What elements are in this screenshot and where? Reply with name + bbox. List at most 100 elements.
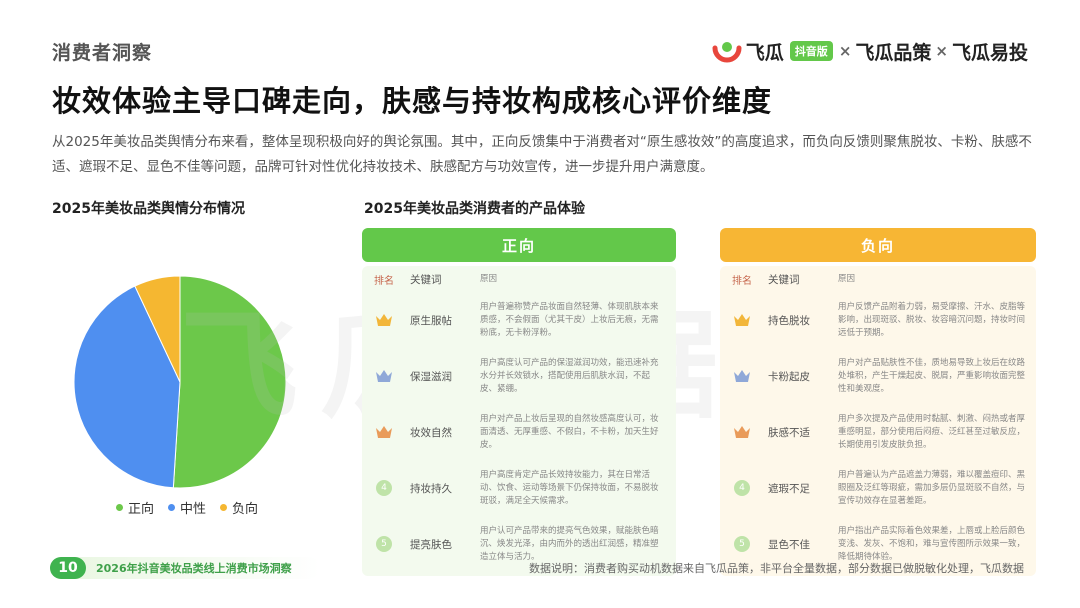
brand-name-pince: 飞瓜品策 xyxy=(855,41,932,64)
col-rank: 排名 xyxy=(374,275,394,287)
data-note: 数据说明：消费者购买动机数据来自飞瓜品策，非平台全量数据，部分数据已做脱敏化处理… xyxy=(529,562,1024,575)
crown-gold-icon xyxy=(375,312,393,328)
page-title: 妆效体验主导口碑走向，肤感与持妆构成核心评价维度 xyxy=(52,84,773,118)
section-label: 消费者洞察 xyxy=(52,42,153,64)
legend-item: 中性 xyxy=(168,498,206,517)
legend-item: 负向 xyxy=(220,498,258,517)
rank-cell xyxy=(362,368,406,384)
intro-paragraph: 从2025年美妆品类舆情分布来看，整体呈现积极向好的舆论氛围。其中，正向反馈集中… xyxy=(52,134,1032,175)
negative-panel: 负向 排名 关键词 原因 持色脱妆 用户反馈产品附着力弱，易受摩擦、汗水、皮脂等影… xyxy=(720,228,1036,576)
table-row: 卡粉起皮 用户对产品贴肤性不佳，质地易导致上妆后在纹路处堆积，产生干燥起皮、脱屑，… xyxy=(720,348,1036,404)
reason-cell: 用户普遍称赞产品妆面自然轻薄、体现肌肤本来质感，不会假面（尤其干皮）上妆后无痕，… xyxy=(480,301,659,338)
pie-legend: 正向 中性 负向 xyxy=(116,498,258,517)
feigua-logo-icon xyxy=(712,42,742,63)
positive-panel-title: 正向 xyxy=(362,228,676,262)
pie-slice-2 xyxy=(134,275,181,383)
rank-cell xyxy=(720,424,764,440)
keyword-cell: 提亮肤色 xyxy=(410,538,452,551)
table-row: 妆效自然 用户对产品上妆后呈现的自然妆感高度认可，妆面清透、无厚重感、不假白，不卡… xyxy=(362,404,676,460)
negative-panel-title: 负向 xyxy=(720,228,1036,262)
crown-silver-icon xyxy=(733,368,751,384)
pie-chart xyxy=(60,262,300,502)
legend-swatch xyxy=(168,504,176,511)
keyword-cell: 保湿滋润 xyxy=(410,370,452,383)
legend-swatch xyxy=(116,504,123,511)
pie-slice-1 xyxy=(73,285,181,489)
keyword-cell: 显色不佳 xyxy=(768,538,810,551)
table-row: 肤感不适 用户多次提及产品使用时黏腻、刺激、闷热或者厚重感明显，部分使用后闷痘、泛… xyxy=(720,404,1036,460)
brand-badge-douyin: 抖音版 xyxy=(789,41,833,61)
table-row: 保湿滋润 用户高度认可产品的保湿滋润功效，能迅速补充水分并长效锁水，搭配使用后肌肤… xyxy=(362,348,676,404)
rank-cell: 5 xyxy=(362,536,406,552)
report-title: 2026年抖音美妆品类线上消费市场洞察 xyxy=(96,562,292,575)
keyword-cell: 遮瑕不足 xyxy=(768,482,810,495)
circle-4-icon: 4 xyxy=(733,480,751,496)
rank-cell: 5 xyxy=(720,536,764,552)
reason-cell: 用户高度肯定产品长效持妆能力，其在日常活动、饮食、运动等场景下仍保持妆面，不易脱… xyxy=(480,469,659,506)
circle-4-icon: 4 xyxy=(375,480,393,496)
rank-cell: 4 xyxy=(362,480,406,496)
positive-rows: 原生服帖 用户普遍称赞产品妆面自然轻薄、体现肌肤本来质感，不会假面（尤其干皮）上妆… xyxy=(362,292,676,572)
reason-cell: 用户指出产品实际着色效果差，上唇或上脸后颜色变浅、发灰、不饱和，难与宣传图所示效… xyxy=(838,525,1026,562)
brand-separator: × xyxy=(935,42,948,60)
circle-5-icon: 5 xyxy=(733,536,751,552)
table-row: 4 持妆持久 用户高度肯定产品长效持妆能力，其在日常活动、饮食、运动等场景下仍保持妆… xyxy=(362,460,676,516)
keyword-cell: 持妆持久 xyxy=(410,482,452,495)
table-row: 原生服帖 用户普遍称赞产品妆面自然轻薄、体现肌肤本来质感，不会假面（尤其干皮）上妆… xyxy=(362,292,676,348)
rank-cell xyxy=(720,312,764,328)
keyword-cell: 卡粉起皮 xyxy=(768,370,810,383)
reason-cell: 用户高度认可产品的保湿滋润功效，能迅速补充水分并长效锁水，搭配使用后肌肤水润，不… xyxy=(480,357,659,394)
table-row: 5 提亮肤色 用户认可产品带来的提亮气色效果，赋能肤色暗沉、焕发光泽，由内而外的透出… xyxy=(362,516,676,572)
pie-chart-title: 2025年美妆品类舆情分布情况 xyxy=(52,201,245,217)
col-keyword: 关键词 xyxy=(768,273,800,286)
legend-label: 负向 xyxy=(232,502,259,517)
reason-cell: 用户普遍认为产品遮盖力薄弱，难以覆盖痘印、黑眼圈及泛红等瑕疵，需加多层仍显斑驳不… xyxy=(838,469,1026,506)
negative-table: 排名 关键词 原因 持色脱妆 用户反馈产品附着力弱，易受摩擦、汗水、皮脂等影响，出… xyxy=(720,266,1036,576)
positive-panel: 正向 排名 关键词 原因 原生服帖 用户普遍称赞产品妆面自然轻薄、体现肌肤本来质感… xyxy=(362,228,676,576)
rank-cell xyxy=(362,424,406,440)
legend-item: 正向 xyxy=(116,498,154,517)
rank-number: 4 xyxy=(734,480,750,496)
reason-cell: 用户认可产品带来的提亮气色效果，赋能肤色暗沉、焕发光泽，由内而外的透出红润感，精… xyxy=(480,525,659,562)
page-number: 10 xyxy=(50,557,86,579)
rank-number: 5 xyxy=(376,536,392,552)
negative-table-header: 排名 关键词 原因 xyxy=(720,266,1036,292)
circle-5-icon: 5 xyxy=(375,536,393,552)
brand-separator: × xyxy=(838,42,852,60)
reason-cell: 用户多次提及产品使用时黏腻、刺激、闷热或者厚重感明显，部分使用后闷痘、泛红甚至过… xyxy=(838,413,1026,450)
table-row: 4 遮瑕不足 用户普遍认为产品遮盖力薄弱，难以覆盖痘印、黑眼圈及泛红等瑕疵，需加多层… xyxy=(720,460,1036,516)
positive-table: 排名 关键词 原因 原生服帖 用户普遍称赞产品妆面自然轻薄、体现肌肤本来质感，不会… xyxy=(362,266,676,576)
table-row: 持色脱妆 用户反馈产品附着力弱，易受摩擦、汗水、皮脂等影响，出现斑驳、脱妆、妆容暗… xyxy=(720,292,1036,348)
positive-table-header: 排名 关键词 原因 xyxy=(362,266,676,292)
reason-cell: 用户对产品贴肤性不佳，质地易导致上妆后在纹路处堆积，产生干燥起皮、脱屑，严重影响… xyxy=(838,357,1026,394)
keyword-cell: 原生服帖 xyxy=(410,314,452,327)
reason-cell: 用户反馈产品附着力弱，易受摩擦、汗水、皮脂等影响，出现斑驳、脱妆、妆容暗沉问题，… xyxy=(838,301,1026,338)
keyword-cell: 持色脱妆 xyxy=(768,314,810,327)
legend-label: 中性 xyxy=(180,502,207,517)
crown-bronze-icon xyxy=(733,424,751,440)
col-reason: 原因 xyxy=(480,273,498,284)
reason-cell: 用户对产品上妆后呈现的自然妆感高度认可，妆面清透、无厚重感、不假白，不卡粉，加天… xyxy=(480,413,659,450)
keyword-cell: 肤感不适 xyxy=(768,426,810,439)
col-keyword: 关键词 xyxy=(410,273,442,286)
rank-cell: 4 xyxy=(720,480,764,496)
col-rank: 排名 xyxy=(732,275,752,287)
col-reason: 原因 xyxy=(838,273,856,284)
pie-chart-svg xyxy=(73,275,287,489)
brand-name-feigua: 飞瓜 xyxy=(745,41,784,64)
rank-cell xyxy=(720,368,764,384)
crown-silver-icon xyxy=(375,368,393,384)
rank-number: 4 xyxy=(376,480,392,496)
footer-bar: 10 2026年抖音美妆品类线上消费市场洞察 xyxy=(50,557,320,579)
experience-title: 2025年美妆品类消费者的产品体验 xyxy=(364,201,585,217)
table-row: 5 显色不佳 用户指出产品实际着色效果差，上唇或上脸后颜色变浅、发灰、不饱和，难与宣… xyxy=(720,516,1036,572)
keyword-cell: 妆效自然 xyxy=(410,426,452,439)
brand-name-yitou: 飞瓜易投 xyxy=(951,41,1028,64)
crown-bronze-icon xyxy=(375,424,393,440)
rank-cell xyxy=(362,312,406,328)
negative-rows: 持色脱妆 用户反馈产品附着力弱，易受摩擦、汗水、皮脂等影响，出现斑驳、脱妆、妆容暗… xyxy=(720,292,1036,572)
crown-gold-icon xyxy=(733,312,751,328)
legend-swatch xyxy=(220,504,228,511)
rank-number: 5 xyxy=(734,536,750,552)
brand-logos: 飞瓜 抖音版 × 飞瓜品策 × 飞瓜易投 xyxy=(712,36,1028,66)
